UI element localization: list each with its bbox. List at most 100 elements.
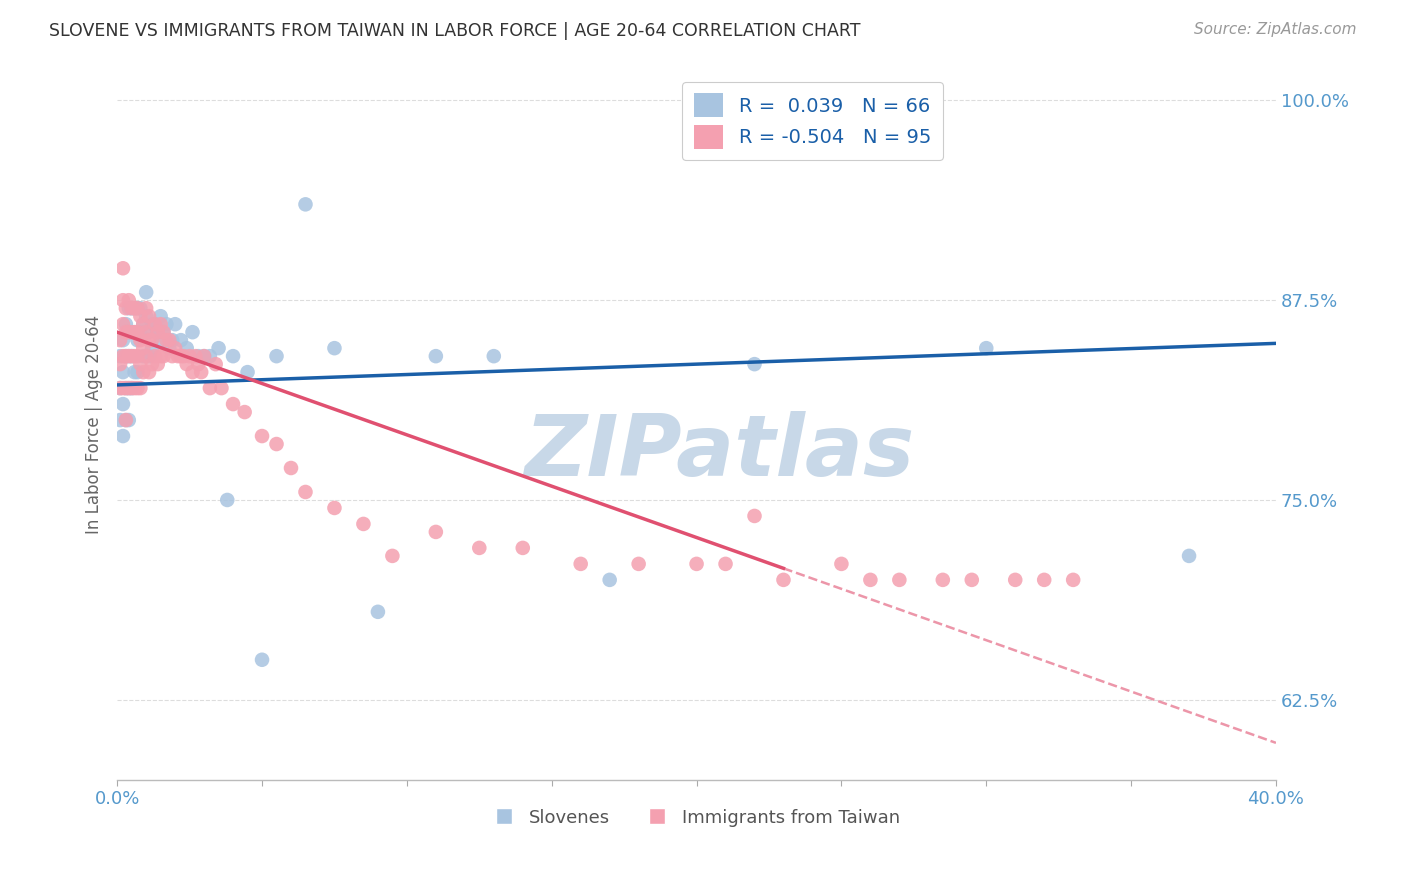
Point xyxy=(138,309,160,323)
Point xyxy=(129,381,152,395)
Point xyxy=(149,317,172,331)
Point xyxy=(1033,573,1056,587)
Point xyxy=(165,317,187,331)
Point xyxy=(155,317,177,331)
Y-axis label: In Labor Force | Age 20-64: In Labor Force | Age 20-64 xyxy=(86,315,103,533)
Point xyxy=(294,485,316,500)
Point xyxy=(115,413,138,427)
Point xyxy=(141,317,163,331)
Point xyxy=(974,341,997,355)
Point xyxy=(124,349,146,363)
Point xyxy=(152,325,174,339)
Point xyxy=(124,381,146,395)
Legend: Slovenes, Immigrants from Taiwan: Slovenes, Immigrants from Taiwan xyxy=(485,801,908,835)
Point xyxy=(222,349,245,363)
Point xyxy=(160,333,183,347)
Point xyxy=(179,349,201,363)
Point xyxy=(173,349,195,363)
Point xyxy=(115,325,138,339)
Point xyxy=(118,349,141,363)
Point xyxy=(1004,573,1026,587)
Point xyxy=(141,341,163,355)
Point xyxy=(143,317,166,331)
Point xyxy=(512,541,534,555)
Point xyxy=(115,381,138,395)
Point xyxy=(193,349,215,363)
Point xyxy=(155,333,177,347)
Point xyxy=(135,349,157,363)
Point xyxy=(187,357,209,371)
Point xyxy=(121,349,143,363)
Point xyxy=(108,357,131,371)
Point xyxy=(160,349,183,363)
Point xyxy=(124,301,146,316)
Text: Source: ZipAtlas.com: Source: ZipAtlas.com xyxy=(1194,22,1357,37)
Point xyxy=(149,333,172,347)
Point xyxy=(111,317,134,331)
Point xyxy=(127,301,149,316)
Point xyxy=(744,508,766,523)
Point xyxy=(367,605,389,619)
Point xyxy=(152,349,174,363)
Point xyxy=(685,557,707,571)
Point xyxy=(121,325,143,339)
Point xyxy=(115,381,138,395)
Point xyxy=(960,573,983,587)
Point xyxy=(108,349,131,363)
Point xyxy=(146,325,169,339)
Point xyxy=(129,325,152,339)
Point xyxy=(211,381,233,395)
Point xyxy=(744,357,766,371)
Point xyxy=(143,349,166,363)
Point xyxy=(118,349,141,363)
Point xyxy=(207,341,229,355)
Point xyxy=(217,493,239,508)
Text: SLOVENE VS IMMIGRANTS FROM TAIWAN IN LABOR FORCE | AGE 20-64 CORRELATION CHART: SLOVENE VS IMMIGRANTS FROM TAIWAN IN LAB… xyxy=(49,22,860,40)
Point xyxy=(193,349,215,363)
Point xyxy=(627,557,650,571)
Point xyxy=(250,653,273,667)
Point xyxy=(932,573,955,587)
Point xyxy=(381,549,404,563)
Point xyxy=(181,325,204,339)
Point xyxy=(280,461,302,475)
Point xyxy=(115,301,138,316)
Point xyxy=(111,365,134,379)
Point xyxy=(111,397,134,411)
Point xyxy=(135,309,157,323)
Point xyxy=(111,349,134,363)
Point xyxy=(233,405,256,419)
Point xyxy=(118,381,141,395)
Point xyxy=(108,413,131,427)
Point xyxy=(176,341,198,355)
Point xyxy=(121,325,143,339)
Point xyxy=(135,301,157,316)
Point xyxy=(138,365,160,379)
Point xyxy=(187,349,209,363)
Point xyxy=(121,301,143,316)
Point xyxy=(157,341,180,355)
Point xyxy=(115,413,138,427)
Point xyxy=(124,301,146,316)
Point xyxy=(149,309,172,323)
Point xyxy=(118,413,141,427)
Point xyxy=(1062,573,1084,587)
Point xyxy=(250,429,273,443)
Point xyxy=(129,357,152,371)
Point xyxy=(138,349,160,363)
Text: ZIPatlas: ZIPatlas xyxy=(524,411,915,494)
Point xyxy=(569,557,592,571)
Point xyxy=(118,301,141,316)
Point xyxy=(127,333,149,347)
Point xyxy=(170,333,193,347)
Point xyxy=(129,301,152,316)
Point xyxy=(714,557,737,571)
Point xyxy=(138,325,160,339)
Point xyxy=(482,349,505,363)
Point xyxy=(425,524,447,539)
Point xyxy=(124,325,146,339)
Point xyxy=(127,349,149,363)
Point xyxy=(118,325,141,339)
Point xyxy=(111,261,134,276)
Point xyxy=(132,317,155,331)
